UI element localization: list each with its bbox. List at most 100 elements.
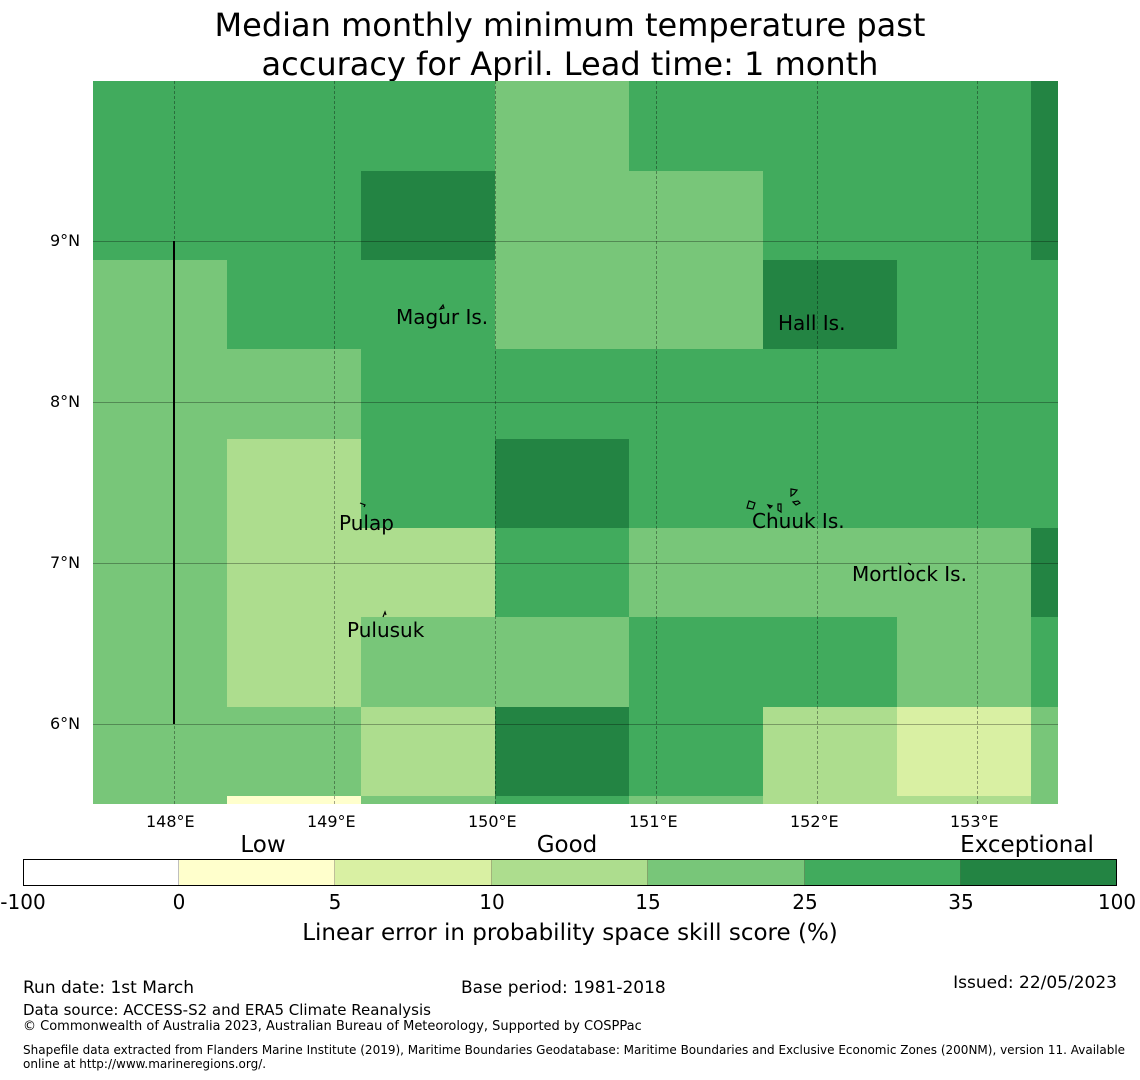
colorbar-segment — [648, 859, 805, 886]
colorbar-tick-label: 35 — [948, 890, 974, 914]
place-label-pulap: Pulap — [339, 511, 394, 535]
place-label-hall: Hall Is. — [778, 311, 846, 335]
place-label-pulusuk: Pulusuk — [347, 618, 425, 642]
boundary-line — [173, 241, 175, 724]
lat-tick: 6°N — [50, 714, 81, 733]
colorbar-segment — [805, 859, 961, 886]
title-line-1: Median monthly minimum temperature past — [214, 6, 926, 44]
grid-cell — [227, 349, 361, 439]
run-date: Run date: 1st March — [23, 978, 195, 998]
grid-cell — [227, 617, 361, 707]
grid-cell — [93, 707, 227, 796]
colorbar-tick-label: 15 — [635, 890, 661, 914]
grid-cell — [361, 617, 495, 707]
shapefile-credit-1: Shapefile data extracted from Flanders M… — [23, 1043, 1126, 1057]
grid-cell — [763, 81, 897, 171]
chart-title: Median monthly minimum temperature past … — [0, 6, 1140, 84]
mortlock-island-shape — [907, 562, 912, 566]
data-source: Data source: ACCESS-S2 and ERA5 Climate … — [23, 1001, 431, 1019]
colorbar-segment — [335, 859, 492, 886]
place-label-magur: Magur Is. — [396, 305, 489, 329]
grid-cell — [1031, 707, 1058, 796]
pulusuk-island-shape — [382, 610, 387, 618]
parallel-7 — [93, 563, 1058, 564]
grid-cell — [629, 349, 763, 439]
title-line-2: accuracy for April. Lead time: 1 month — [261, 45, 879, 83]
colorbar-tick-label: 0 — [172, 890, 186, 914]
colorbar-tick-label: 10 — [479, 890, 505, 914]
grid-cell — [629, 260, 763, 349]
place-label-mortlock: Mortlock Is. — [852, 562, 967, 586]
colorbar-tick-label: -100 — [0, 890, 46, 914]
grid-cell — [629, 528, 763, 617]
grid-cell — [763, 528, 897, 617]
magur-island-shape — [438, 303, 445, 310]
copyright: © Commonwealth of Australia 2023, Austra… — [23, 1019, 642, 1034]
grid-cell — [93, 796, 227, 804]
colorbar-frame — [23, 859, 1117, 886]
grid-cell — [361, 439, 495, 528]
grid-cell — [93, 439, 227, 528]
grid-cell — [361, 349, 495, 439]
grid-cell — [93, 81, 227, 171]
grid-cell — [93, 349, 227, 439]
grid-cell — [1031, 796, 1058, 804]
grid-cell — [227, 707, 361, 796]
grid-cell — [1031, 260, 1058, 349]
chuuk-island-shapes — [746, 488, 802, 514]
grid-cell — [1031, 81, 1058, 171]
grid-cell — [897, 81, 1031, 171]
meridian-150 — [495, 81, 496, 804]
grid-cell — [495, 796, 629, 804]
grid-cell — [93, 171, 227, 260]
colorbar-tick-label: 100 — [1097, 890, 1137, 914]
lon-tick: 150°E — [468, 812, 517, 831]
grid-cell — [763, 439, 897, 528]
grid-cell — [227, 796, 361, 804]
grid-cell — [629, 171, 763, 260]
grid-cell — [361, 796, 495, 804]
grid-cell — [897, 260, 1031, 349]
grid-cell — [1031, 171, 1058, 260]
colorbar-segment — [23, 859, 179, 886]
meridian-153 — [977, 81, 978, 804]
grid-cell — [495, 439, 629, 528]
grid-cell — [1031, 617, 1058, 707]
grid-cell — [93, 528, 227, 617]
grid-cell — [495, 707, 629, 796]
island-outlines — [359, 303, 912, 618]
grid-cell — [897, 617, 1031, 707]
grid-cell — [495, 528, 629, 617]
grid-cell — [227, 171, 361, 260]
grid-cell — [227, 528, 361, 617]
colorbar-tick-label: 25 — [792, 890, 818, 914]
grid-cell — [629, 81, 763, 171]
grid-cell — [93, 260, 227, 349]
grid-cell — [361, 707, 495, 796]
grid-cell — [227, 439, 361, 528]
colorbar-segment — [179, 859, 335, 886]
meridian-152 — [817, 81, 818, 804]
base-period: Base period: 1981-2018 — [461, 978, 666, 998]
category-exceptional: Exceptional — [960, 832, 1094, 858]
lat-tick: 9°N — [50, 231, 81, 250]
grid-cell — [897, 796, 1031, 804]
grid-cell — [361, 528, 495, 617]
grid-cell — [361, 81, 495, 171]
grid-cell — [227, 260, 361, 349]
skill-score-map: Magur Is. Hall Is. Pulap Chuuk Is. Mortl… — [93, 81, 1058, 804]
grid-cell — [1031, 439, 1058, 528]
lon-tick: 148°E — [146, 812, 195, 831]
colorbar-segment — [961, 859, 1117, 886]
grid-cell — [897, 349, 1031, 439]
grid-cell — [763, 796, 897, 804]
colorbar-tick-label: 5 — [328, 890, 342, 914]
grid-cell — [495, 171, 629, 260]
lon-tick: 152°E — [790, 812, 839, 831]
grid-cell — [763, 617, 897, 707]
grid-cell — [1031, 528, 1058, 617]
grid-cell — [495, 617, 629, 707]
grid-cell — [495, 260, 629, 349]
category-good: Good — [536, 832, 598, 858]
grid-cell — [897, 707, 1031, 796]
